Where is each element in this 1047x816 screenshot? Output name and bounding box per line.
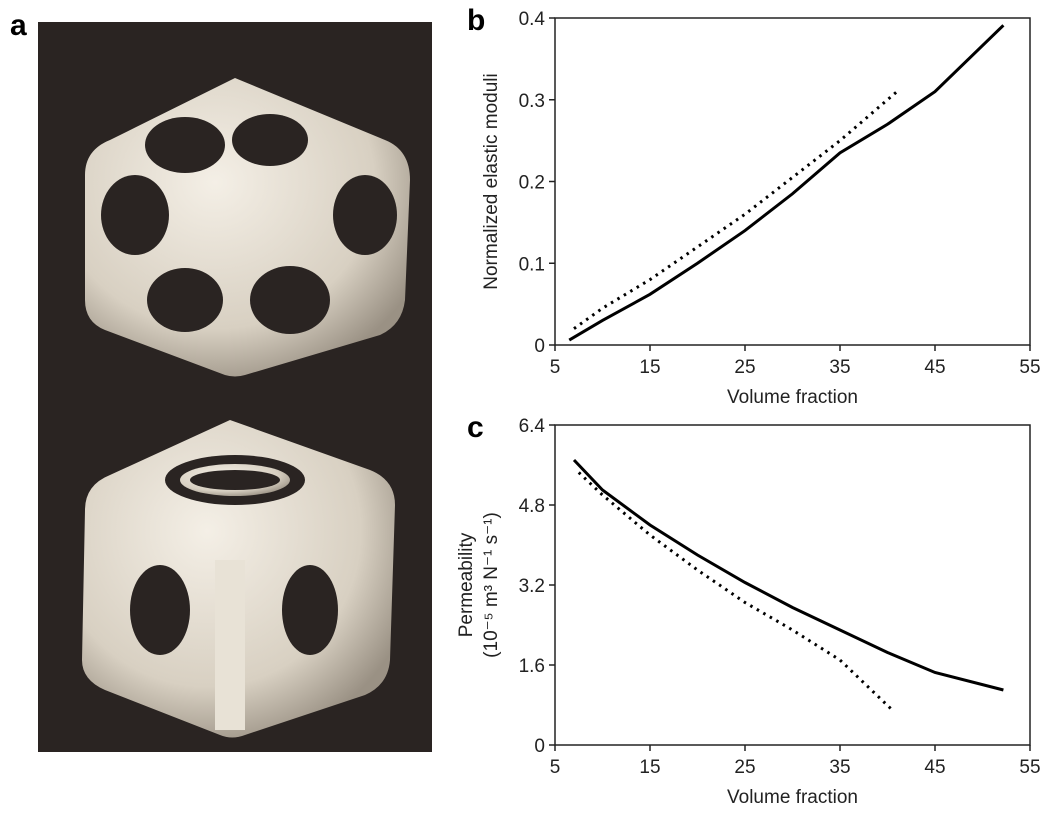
- y-tick-label: 6.4: [519, 416, 546, 437]
- x-axis-label: Volume fraction: [727, 387, 858, 408]
- y-tick-label: 0.2: [519, 173, 545, 194]
- y-tick-label: 4.8: [519, 496, 545, 517]
- x-tick-label: 15: [639, 357, 660, 378]
- x-tick-label: 25: [734, 357, 755, 378]
- data-line: [574, 92, 897, 329]
- panel-label: b: [467, 4, 485, 37]
- y-axis-label: Permeability: [456, 532, 477, 637]
- x-tick-label: 45: [924, 357, 945, 378]
- y-tick-label: 3.2: [519, 576, 545, 597]
- x-tick-label: 5: [550, 357, 561, 378]
- x-tick-label: 25: [734, 757, 755, 778]
- figure: a 5 15 25 35 45 55 0 0.1 0.2 0.3 0.4 Volume fractio…: [0, 0, 1047, 811]
- data-line: [569, 25, 1003, 340]
- y-tick-label: 1.6: [519, 656, 545, 677]
- image-panel: a: [10, 9, 432, 752]
- x-tick-label: 5: [550, 757, 561, 778]
- cube-bottom: [82, 420, 395, 738]
- panel-label: a: [10, 9, 27, 42]
- x-tick-label: 55: [1019, 357, 1040, 378]
- x-tick-label: 55: [1019, 757, 1040, 778]
- data-line: [574, 460, 1003, 690]
- y-tick-label: 0: [534, 736, 545, 757]
- y-tick-label: 0: [534, 336, 545, 357]
- y-tick-label: 0.3: [519, 91, 545, 112]
- y-tick-label: 0.1: [519, 254, 545, 275]
- plot-frame: [555, 425, 1030, 745]
- y-tick-label: 0.4: [519, 9, 546, 30]
- x-tick-label: 45: [924, 757, 945, 778]
- x-tick-label: 35: [829, 357, 850, 378]
- x-axis-label: Volume fraction: [727, 787, 858, 808]
- y-axis-label: Normalized elastic moduli: [481, 73, 502, 289]
- x-tick-label: 15: [639, 757, 660, 778]
- x-tick-label: 35: [829, 757, 850, 778]
- panel-label: c: [467, 411, 484, 444]
- y-axis-label: (10⁻⁵ m³ N⁻¹ s⁻¹): [481, 512, 502, 658]
